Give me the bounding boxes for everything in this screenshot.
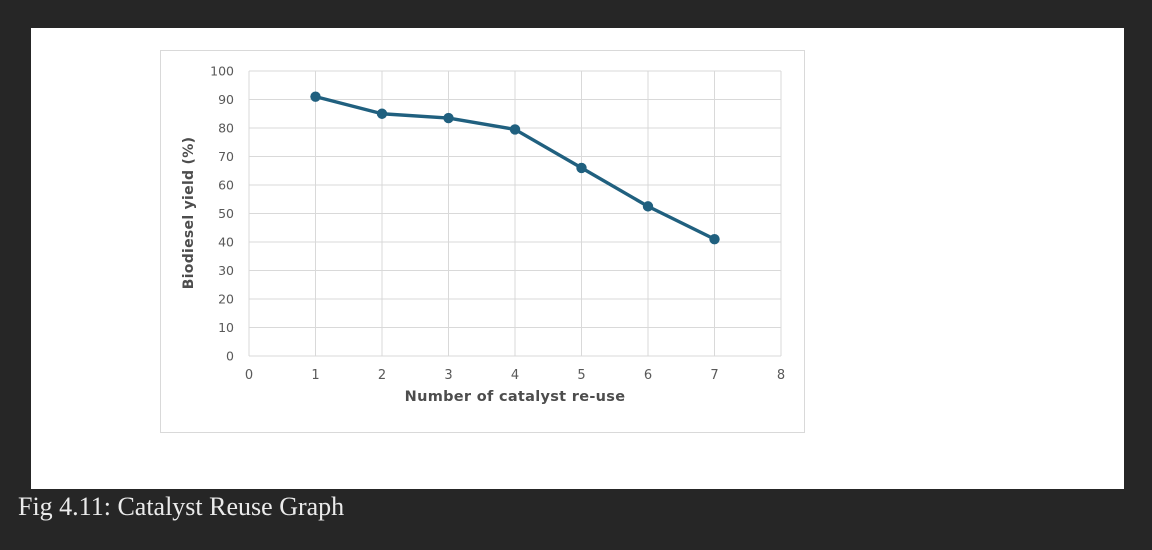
figure-caption: Fig 4.11: Catalyst Reuse Graph — [18, 492, 345, 521]
y-tick-label: 30 — [218, 263, 234, 278]
y-tick-label: 10 — [218, 320, 234, 335]
y-tick-label: 70 — [218, 149, 234, 164]
x-tick-label: 2 — [378, 368, 386, 383]
y-tick-label: 90 — [218, 92, 234, 107]
y-tick-label: 40 — [218, 235, 234, 250]
data-point — [576, 162, 587, 174]
y-tick-label: 20 — [218, 292, 234, 307]
x-tick-label: 4 — [511, 368, 519, 383]
data-point — [642, 201, 654, 212]
y-tick-label: 60 — [218, 178, 234, 193]
data-point — [310, 91, 321, 102]
x-tick-label: 1 — [311, 368, 319, 383]
data-point — [509, 124, 521, 135]
y-tick-label: 100 — [210, 64, 234, 79]
data-point — [376, 108, 388, 119]
x-tick-label: 0 — [245, 368, 253, 383]
y-axis-title: Biodiesel yield (%) — [181, 136, 197, 290]
x-tick-label: 8 — [777, 368, 785, 383]
x-tick-label: 6 — [644, 368, 652, 383]
y-tick-label: 80 — [218, 121, 234, 136]
x-axis-title: Number of catalyst re-use — [404, 389, 626, 405]
y-tick-label: 0 — [226, 349, 234, 364]
y-tick-label: 50 — [218, 206, 234, 221]
line-chart-canvas: 0 10 20 30 40 50 60 70 80 90 100 0 1 2 3 4 5 6 7 8 — [210, 64, 785, 384]
chart-frame: 0 10 20 30 40 50 60 70 80 90 100 0 1 2 3 4 5 6 7 8 Number o… — [160, 50, 805, 433]
x-tick-label: 3 — [444, 368, 452, 383]
x-tick-label: 7 — [710, 368, 718, 383]
data-point — [709, 233, 720, 245]
figure-panel: 0 10 20 30 40 50 60 70 80 90 100 0 1 2 3 4 5 6 7 8 Number o… — [31, 28, 1124, 489]
x-tick-label: 5 — [577, 368, 585, 383]
data-point — [443, 112, 454, 124]
